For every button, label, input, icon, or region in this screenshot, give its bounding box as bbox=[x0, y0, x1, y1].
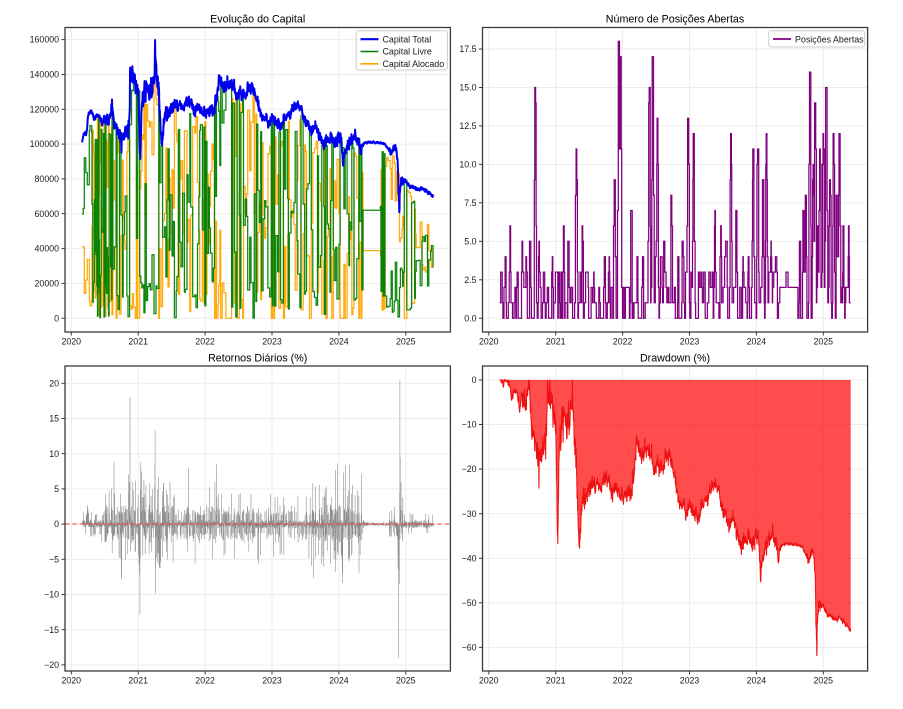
svg-text:10.0: 10.0 bbox=[459, 160, 476, 170]
svg-text:2.5: 2.5 bbox=[464, 275, 476, 285]
svg-text:60000: 60000 bbox=[35, 209, 60, 219]
svg-text:−30: −30 bbox=[462, 509, 477, 519]
svg-text:Capital Alocado: Capital Alocado bbox=[383, 59, 445, 69]
svg-text:10: 10 bbox=[49, 449, 59, 459]
svg-text:2023: 2023 bbox=[262, 676, 282, 686]
svg-text:−50: −50 bbox=[462, 598, 477, 608]
svg-text:2025: 2025 bbox=[814, 337, 834, 347]
svg-text:2022: 2022 bbox=[613, 676, 633, 686]
svg-text:20000: 20000 bbox=[35, 279, 60, 289]
svg-text:20: 20 bbox=[49, 378, 59, 388]
svg-text:5: 5 bbox=[54, 484, 59, 494]
svg-text:Capital Total: Capital Total bbox=[383, 34, 432, 44]
svg-text:2020: 2020 bbox=[479, 337, 499, 347]
svg-text:2025: 2025 bbox=[396, 676, 416, 686]
svg-text:15.0: 15.0 bbox=[459, 83, 476, 93]
svg-text:5.0: 5.0 bbox=[464, 236, 476, 246]
svg-text:2022: 2022 bbox=[613, 337, 633, 347]
svg-text:17.5: 17.5 bbox=[459, 44, 476, 54]
svg-text:2024: 2024 bbox=[329, 676, 349, 686]
svg-text:2020: 2020 bbox=[62, 676, 82, 686]
svg-text:Posições Abertas: Posições Abertas bbox=[795, 34, 864, 44]
svg-text:2022: 2022 bbox=[195, 337, 215, 347]
svg-text:0: 0 bbox=[472, 375, 477, 385]
svg-text:0: 0 bbox=[54, 519, 59, 529]
svg-text:Retornos Diários (%): Retornos Diários (%) bbox=[208, 352, 307, 364]
svg-text:2025: 2025 bbox=[814, 676, 834, 686]
svg-text:Drawdown (%): Drawdown (%) bbox=[640, 352, 710, 364]
svg-text:80000: 80000 bbox=[35, 174, 60, 184]
svg-text:2021: 2021 bbox=[128, 676, 148, 686]
svg-text:2024: 2024 bbox=[329, 337, 349, 347]
svg-text:−15: −15 bbox=[44, 625, 59, 635]
svg-text:2024: 2024 bbox=[747, 676, 767, 686]
svg-text:Capital Livre: Capital Livre bbox=[383, 47, 432, 57]
svg-text:−20: −20 bbox=[462, 464, 477, 474]
svg-text:2023: 2023 bbox=[262, 337, 282, 347]
svg-text:2020: 2020 bbox=[62, 337, 82, 347]
svg-text:−10: −10 bbox=[462, 420, 477, 430]
svg-text:2021: 2021 bbox=[546, 337, 566, 347]
svg-text:−10: −10 bbox=[44, 590, 59, 600]
svg-text:40000: 40000 bbox=[35, 244, 60, 254]
svg-text:12.5: 12.5 bbox=[459, 121, 476, 131]
svg-text:2021: 2021 bbox=[128, 337, 148, 347]
svg-text:−20: −20 bbox=[44, 660, 59, 670]
svg-text:100000: 100000 bbox=[30, 139, 59, 149]
svg-text:2023: 2023 bbox=[680, 676, 700, 686]
svg-text:2020: 2020 bbox=[479, 676, 499, 686]
svg-text:Número de Posições Abertas: Número de Posições Abertas bbox=[606, 14, 744, 26]
svg-text:−60: −60 bbox=[462, 643, 477, 653]
svg-text:−5: −5 bbox=[49, 554, 59, 564]
svg-text:2021: 2021 bbox=[546, 676, 566, 686]
svg-text:0: 0 bbox=[54, 313, 59, 323]
svg-text:2025: 2025 bbox=[396, 337, 416, 347]
svg-text:2023: 2023 bbox=[680, 337, 700, 347]
svg-text:Evolução do Capital: Evolução do Capital bbox=[210, 14, 305, 26]
svg-text:−40: −40 bbox=[462, 553, 477, 563]
svg-text:2024: 2024 bbox=[747, 337, 767, 347]
svg-text:15: 15 bbox=[49, 414, 59, 424]
svg-text:7.5: 7.5 bbox=[464, 198, 476, 208]
svg-text:120000: 120000 bbox=[30, 104, 59, 114]
svg-text:2022: 2022 bbox=[195, 676, 215, 686]
svg-text:0.0: 0.0 bbox=[464, 313, 476, 323]
svg-text:160000: 160000 bbox=[30, 35, 59, 45]
svg-text:140000: 140000 bbox=[30, 70, 59, 80]
